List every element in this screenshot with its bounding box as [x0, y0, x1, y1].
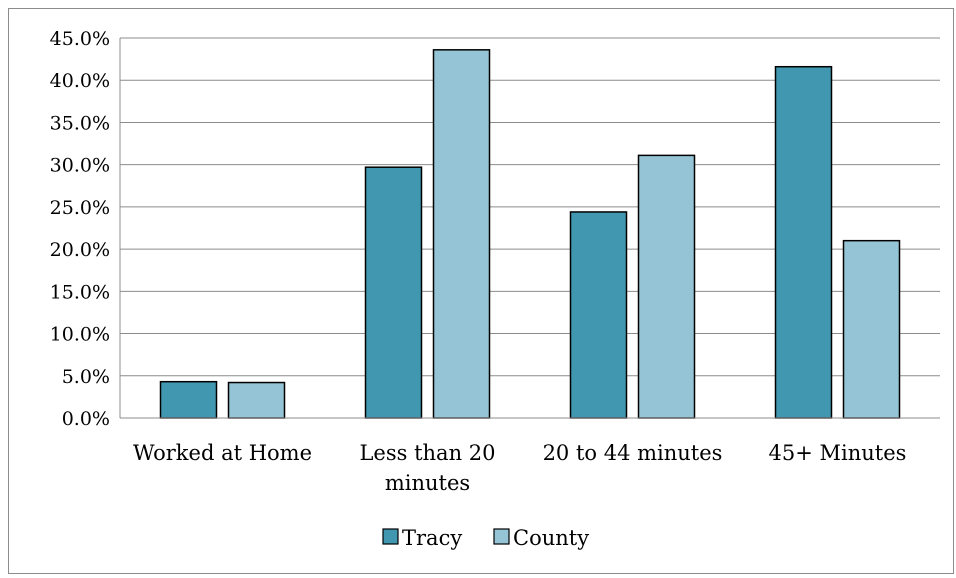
y-tick-label: 0.0%	[62, 408, 110, 430]
bar-county-2	[637, 154, 696, 419]
bar-tracy-0	[159, 380, 218, 419]
y-tick-label: 45.0%	[50, 28, 110, 50]
x-category-label: 20 to 44 minutes	[543, 441, 723, 465]
bar-county-0	[227, 381, 286, 419]
axes	[119, 38, 940, 419]
x-category-label: Worked at Home	[133, 441, 312, 465]
bar-county-1	[432, 49, 491, 419]
x-category-label: Less than 20	[359, 441, 495, 465]
legend-swatch-county	[493, 528, 510, 545]
y-tick-label: 40.0%	[50, 70, 110, 92]
y-tick-labels: 0.0% 5.0% 10.0% 15.0% 20.0% 25.0% 30.0% 35.0% 40…	[50, 28, 110, 430]
x-category-label: 45+ Minutes	[769, 441, 907, 465]
bars	[159, 49, 901, 419]
x-category-label: minutes	[385, 471, 470, 495]
legend-label-tracy: Tracy	[402, 526, 462, 550]
y-tick-label: 15.0%	[50, 281, 110, 303]
y-tick-label: 35.0%	[50, 112, 110, 134]
bar-county-3	[842, 239, 901, 419]
y-tick-label: 25.0%	[50, 197, 110, 219]
legend-label-county: County	[513, 526, 589, 550]
y-tick-label: 20.0%	[50, 239, 110, 261]
y-tick-label: 10.0%	[50, 324, 110, 346]
y-tick-label: 5.0%	[62, 366, 110, 388]
y-tick-label: 30.0%	[50, 155, 110, 177]
legend-swatch-tracy	[382, 528, 399, 545]
bar-tracy-1	[364, 166, 423, 419]
bar-tracy-3	[774, 65, 833, 419]
legend: Tracy County	[382, 526, 589, 550]
x-category-labels: Worked at Home Less than 20 minutes 20 to 4…	[133, 441, 906, 495]
bar-tracy-2	[569, 211, 628, 419]
